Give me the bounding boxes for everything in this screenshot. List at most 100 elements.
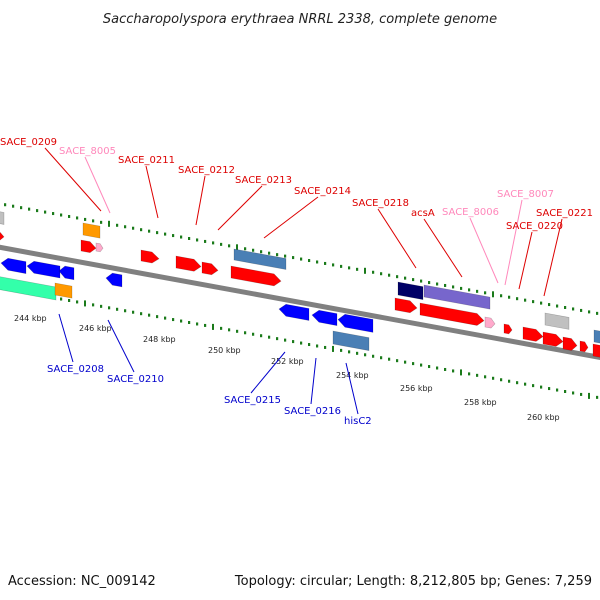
topology-text: Topology: circular; Length: 8,212,805 bp… xyxy=(234,574,592,589)
gene-red xyxy=(562,336,578,351)
gc-dot xyxy=(228,244,231,248)
gc-dot xyxy=(460,369,462,376)
gc-dot xyxy=(564,389,567,393)
gc-dot xyxy=(372,354,375,358)
gc-dot xyxy=(420,363,423,367)
leader-line xyxy=(469,217,499,284)
gc-dot xyxy=(396,359,399,363)
gc-dot xyxy=(500,378,503,382)
tick-label: 252 kbp xyxy=(271,357,304,366)
gc-dot xyxy=(588,310,591,314)
gene-purple xyxy=(423,284,491,310)
tick-label: 250 kbp xyxy=(208,346,241,355)
gc-dot xyxy=(508,379,511,383)
gc-dot xyxy=(380,272,383,276)
gene-label: SACE_0211 xyxy=(118,155,175,166)
gc-dot xyxy=(580,308,583,312)
leader-line xyxy=(504,199,523,286)
gc-dot xyxy=(580,392,583,396)
gene-label: SACE_0215 xyxy=(224,395,281,406)
gc-dot xyxy=(404,360,407,364)
gc-dot xyxy=(244,247,247,251)
leader-line xyxy=(543,218,563,297)
gc-dot xyxy=(116,307,119,311)
gene-label: acsA xyxy=(411,208,435,219)
gc-dot xyxy=(588,392,590,399)
gc-dot xyxy=(196,238,199,242)
gene-label: SACE_0216 xyxy=(284,406,341,417)
gc-dot xyxy=(324,345,327,349)
gc-dot xyxy=(132,310,135,314)
gc-dot xyxy=(292,256,295,260)
gc-dot xyxy=(220,326,223,330)
gc-dot xyxy=(196,322,199,326)
gc-dot xyxy=(564,305,567,309)
gene-blue xyxy=(26,260,61,279)
map-title: Saccharopolyspora erythraea NRRL 2338, c… xyxy=(103,12,497,27)
gene-steel xyxy=(332,330,370,351)
gene-label: SACE_8006 xyxy=(442,207,499,218)
gc-dot xyxy=(252,332,255,336)
gc-dot xyxy=(364,267,366,274)
gene-red xyxy=(201,261,219,276)
gc-dot xyxy=(4,203,7,207)
gc-dot xyxy=(20,206,23,210)
gc-dot xyxy=(100,304,103,308)
gc-dot xyxy=(404,276,407,280)
gc-dot xyxy=(596,395,599,399)
gene-label: SACE_0218 xyxy=(352,198,409,209)
gene-label: hisC2 xyxy=(344,416,372,427)
gc-dot xyxy=(348,350,351,354)
gc-dot xyxy=(348,266,351,270)
gc-dot xyxy=(396,275,399,279)
gc-dot xyxy=(388,273,391,277)
gene-blue xyxy=(337,313,374,333)
gc-dot xyxy=(92,219,95,223)
gc-dot xyxy=(180,235,183,239)
gene-label: SACE_0212 xyxy=(178,165,235,176)
gc-dot xyxy=(252,248,255,252)
gc-dot xyxy=(164,232,167,236)
gc-dot xyxy=(412,278,415,282)
gene-blue xyxy=(311,309,338,326)
gc-dot xyxy=(548,387,551,391)
gene-orange xyxy=(82,222,101,239)
gc-dot xyxy=(220,242,223,246)
gc-dot xyxy=(468,372,471,376)
gene-red xyxy=(503,323,513,335)
gc-dot xyxy=(316,344,319,348)
gc-dot xyxy=(532,300,535,304)
gc-dot xyxy=(108,306,111,310)
gc-dot xyxy=(188,236,191,240)
gc-dot xyxy=(204,239,207,243)
gene-steel xyxy=(593,329,600,344)
leader-line xyxy=(423,218,463,278)
gc-dot xyxy=(356,267,359,271)
gc-dot xyxy=(276,253,279,257)
accession-text: Accession: NC_009142 xyxy=(8,574,156,589)
gene-blue xyxy=(105,272,123,288)
gc-dot xyxy=(596,311,599,315)
gc-dot xyxy=(572,391,575,395)
gene-red xyxy=(0,231,5,241)
gc-dot xyxy=(116,223,119,227)
gc-dot xyxy=(84,217,87,221)
gene-cyan xyxy=(0,276,57,301)
gc-dot xyxy=(572,307,575,311)
gc-dot xyxy=(172,318,175,322)
gc-dot xyxy=(212,323,214,330)
gene-red xyxy=(419,302,485,326)
gc-dot xyxy=(172,234,175,238)
gc-dot xyxy=(92,303,95,307)
gc-dot xyxy=(444,283,447,287)
gc-dot xyxy=(492,376,495,380)
gene-label: SACE_0214 xyxy=(294,186,351,197)
gc-dot xyxy=(524,382,527,386)
gc-dot xyxy=(516,297,519,301)
gene-red xyxy=(542,331,564,347)
gc-dot xyxy=(140,228,143,232)
gc-dot xyxy=(540,385,543,389)
gene-label: SACE_0209 xyxy=(0,137,57,148)
gc-dot xyxy=(436,282,439,286)
gc-dot xyxy=(316,260,319,264)
